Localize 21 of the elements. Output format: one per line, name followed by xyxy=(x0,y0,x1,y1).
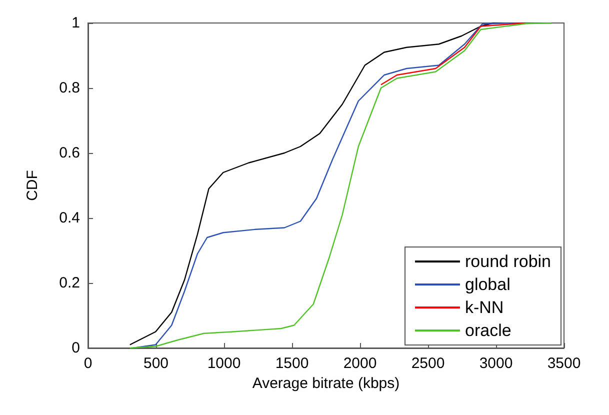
x-axis-title: Average bitrate (kbps) xyxy=(252,374,400,392)
y-tick-label: 0.6 xyxy=(59,144,80,162)
y-tick-label: 1 xyxy=(72,14,80,32)
y-tick-label: 0 xyxy=(72,340,80,356)
line-series xyxy=(380,22,526,86)
x-tick-label: 2500 xyxy=(411,355,445,372)
legend-label: global xyxy=(464,275,510,294)
x-tick-label: 3500 xyxy=(547,355,581,372)
legend-label: round robin xyxy=(464,252,552,271)
x-tick-label: 1000 xyxy=(207,355,241,372)
legend-label: oracle xyxy=(464,321,512,340)
x-tick-label: 500 xyxy=(143,355,169,372)
legend-label: k-NN xyxy=(464,298,504,317)
x-tick-label: 1500 xyxy=(275,355,309,372)
y-axis-title: CDF xyxy=(24,170,41,201)
y-tick-label: 0.2 xyxy=(59,274,80,292)
y-tick-label: 0.4 xyxy=(59,210,80,226)
x-tick-label: 0 xyxy=(84,355,92,372)
y-tick-label: 0.8 xyxy=(59,80,80,96)
x-tick-label: 3000 xyxy=(479,355,513,372)
x-tick-label: 2000 xyxy=(343,355,377,372)
